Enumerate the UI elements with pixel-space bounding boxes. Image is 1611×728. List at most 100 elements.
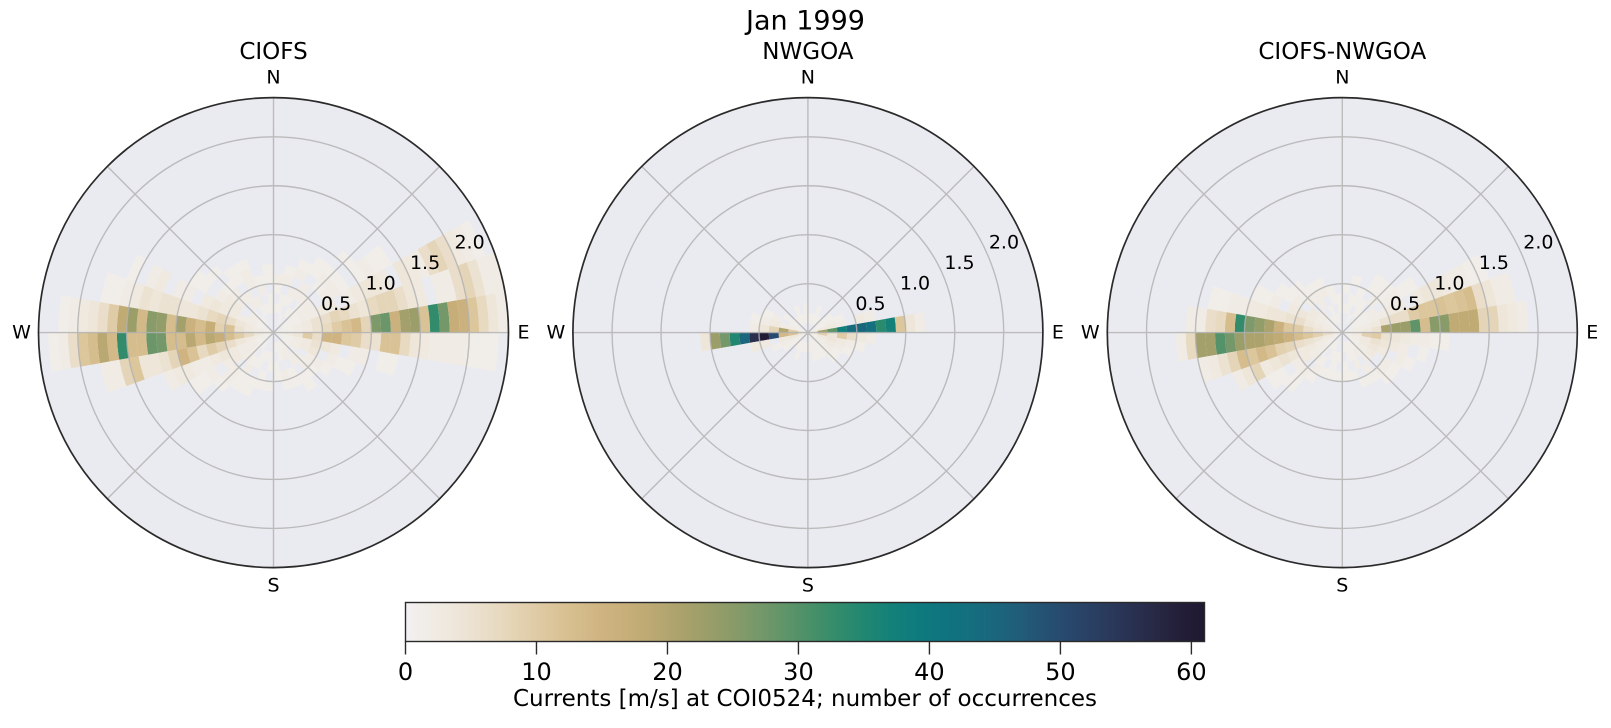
rose-cell [1322, 332, 1333, 336]
rose-cell [188, 269, 206, 289]
rose-cell [319, 341, 332, 353]
rose-cell [1323, 334, 1334, 340]
rose-cell [1400, 332, 1411, 345]
rose-cell [156, 332, 168, 353]
rose-cell [1185, 305, 1198, 333]
rose-cell [1448, 312, 1460, 333]
rose-cell [356, 257, 376, 279]
rose-cell [1335, 293, 1343, 304]
rose-cell [1438, 332, 1450, 352]
rose-cell [312, 256, 331, 273]
rose-cell [214, 332, 226, 343]
rose-cell [107, 303, 120, 333]
rose-cell [307, 345, 320, 358]
rose-cell [437, 302, 450, 333]
rose-cell [782, 313, 793, 323]
rose-cell [218, 349, 232, 362]
grid-spoke [1175, 165, 1343, 334]
rose-cell [807, 332, 818, 338]
rose-cell [771, 342, 783, 353]
rose-cell [234, 332, 245, 340]
rose-cell [148, 289, 164, 313]
rose-cell [904, 313, 916, 333]
rose-cell [811, 314, 818, 325]
rose-cell [1515, 300, 1529, 333]
rose-cell [186, 346, 200, 363]
rose-cell [1323, 335, 1334, 343]
rose-cell [768, 325, 779, 333]
rose-cell [1506, 302, 1519, 333]
grid-spoke [106, 332, 274, 500]
rose-cell [807, 342, 812, 353]
rose-cell [1349, 337, 1360, 346]
rose-cell [426, 239, 449, 273]
rose-cell [1325, 337, 1335, 346]
rose-cell [817, 329, 828, 333]
rose-cell [374, 351, 390, 373]
rose-cell [1274, 282, 1290, 299]
rose-cell [1345, 341, 1353, 351]
rose-cell [429, 272, 448, 304]
rose-cell [244, 374, 257, 388]
rose-cell [126, 254, 147, 283]
rose-cell [244, 327, 255, 333]
rose-cell [283, 265, 297, 278]
rose-cell [1360, 322, 1372, 330]
rose-cell [1333, 327, 1343, 333]
rose-cell [1477, 307, 1490, 333]
polar-grid [572, 97, 1043, 568]
rose-cell [833, 342, 845, 353]
rose-cell [196, 305, 210, 321]
rose-cell [253, 358, 264, 370]
rose-cell [1369, 319, 1381, 328]
rose-cell [1345, 303, 1353, 315]
rose-cell [434, 234, 458, 269]
rose-cell [827, 332, 838, 338]
rose-cell [1469, 254, 1490, 283]
rose-cell [1347, 340, 1355, 350]
rose-cell [175, 332, 187, 350]
rose-cell [485, 252, 505, 294]
figure-suptitle: Jan 1999 [744, 6, 865, 37]
rose-cell [383, 289, 399, 313]
rose-cell [185, 317, 197, 333]
rose-cell [97, 332, 110, 364]
rose-cell [1387, 361, 1402, 377]
rose-cell [360, 315, 372, 333]
rose-cell [1461, 285, 1478, 311]
rose-cell [1224, 332, 1237, 353]
rose-cell [447, 300, 460, 333]
rose-cell [165, 332, 178, 352]
rose-cell [1355, 286, 1367, 299]
rose-cell [283, 347, 293, 359]
rose-cell [1254, 317, 1266, 333]
rose-cell [1461, 259, 1481, 286]
rose-cell [1332, 351, 1339, 362]
rose-cell [281, 320, 291, 328]
rose-cell [282, 378, 294, 391]
rose-cell [826, 322, 837, 330]
rose-cell [248, 355, 259, 367]
rose-cell [795, 340, 803, 350]
rose-cell [273, 371, 282, 382]
rose-cell [1305, 313, 1317, 323]
rose-cell [229, 273, 245, 288]
rose-cell [298, 342, 311, 353]
rose-cell [340, 319, 352, 333]
rose-cell [273, 361, 281, 372]
rose-cell [1312, 332, 1324, 338]
rose-cell [771, 313, 783, 323]
rose-cell [798, 329, 808, 333]
rose-cell [1175, 332, 1189, 362]
rose-cell [439, 268, 457, 302]
rose-cell [1333, 371, 1343, 382]
rose-cell [291, 336, 303, 343]
compass-label-w: W [1081, 322, 1100, 344]
rose-cell [1274, 366, 1290, 383]
rose-cell [758, 324, 770, 333]
rose-cell [1215, 310, 1227, 333]
rose-cell [236, 313, 249, 323]
subplot-title: CIOFS-NWGOA [1258, 39, 1426, 65]
rose-cell [1347, 294, 1356, 305]
rose-cell [245, 317, 257, 326]
